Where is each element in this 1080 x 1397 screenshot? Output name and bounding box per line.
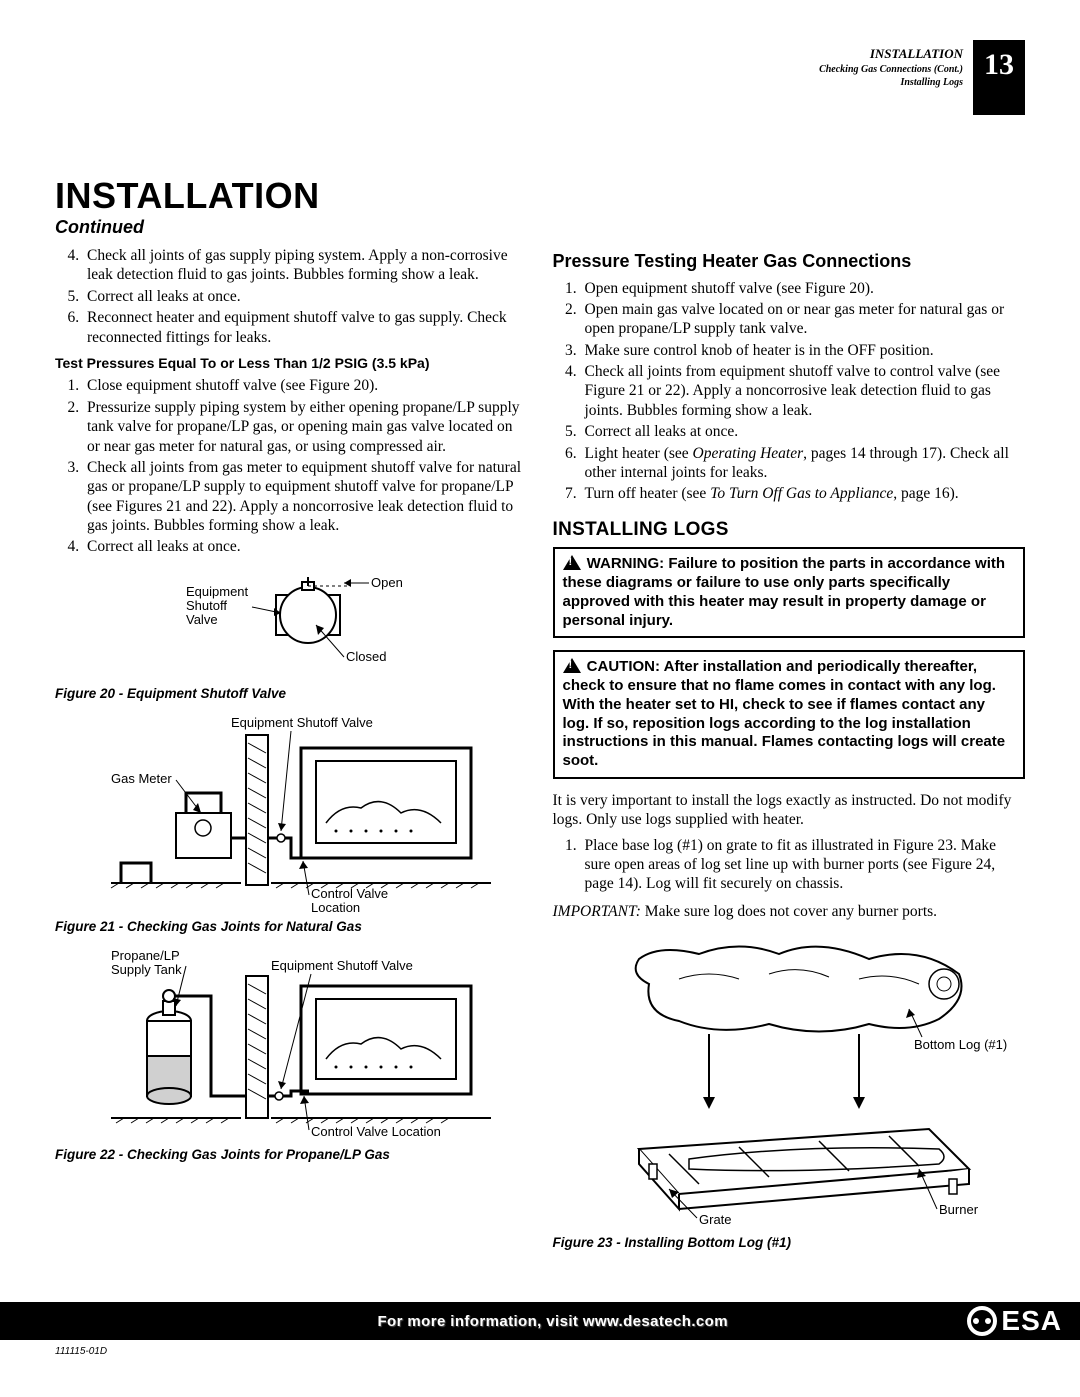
subhead-test-pressures: Test Pressures Equal To or Less Than 1/2…: [55, 355, 528, 373]
right-column: Pressure Testing Heater Gas Connections …: [553, 246, 1026, 1262]
header-text: INSTALLATION Checking Gas Connections (C…: [819, 40, 973, 115]
caution-text: CAUTION: After installation and periodic…: [563, 658, 1006, 769]
page-number: 13: [973, 40, 1025, 115]
list-item: Turn off heater (see To Turn Off Gas to …: [581, 484, 1026, 503]
svg-text:Bottom Log (#1): Bottom Log (#1): [914, 1037, 1007, 1052]
svg-text:Control Valve: Control Valve: [311, 886, 388, 901]
list-item: Correct all leaks at once.: [83, 537, 528, 556]
page-footer: For more information, visit www.desatech…: [0, 1302, 1080, 1340]
brand-text: ESA: [1001, 1305, 1062, 1337]
header-title: INSTALLATION: [819, 46, 963, 63]
svg-text:Location: Location: [311, 900, 360, 913]
header-sub1: Checking Gas Connections (Cont.): [819, 63, 963, 76]
svg-text:Supply Tank: Supply Tank: [111, 962, 182, 977]
svg-text:Valve: Valve: [186, 612, 218, 627]
figure-22: Propane/LP Supply Tank Equipment Shutoff…: [55, 946, 528, 1141]
list-item: Correct all leaks at once.: [83, 287, 528, 306]
svg-text:Equipment Shutoff Valve: Equipment Shutoff Valve: [271, 958, 413, 973]
figure-20: Equipment Shutoff Valve Open Closed: [55, 565, 528, 680]
list-item: Light heater (see Operating Heater, page…: [581, 444, 1026, 483]
list-item: Close equipment shutoff valve (see Figur…: [83, 376, 528, 395]
fig20-caption: Figure 20 - Equipment Shutoff Valve: [55, 686, 528, 703]
list-item: Check all joints from equipment shutoff …: [581, 362, 1026, 420]
document-id: 111115-01D: [55, 1346, 1080, 1357]
caution-icon: [563, 658, 581, 673]
subhead-pressure-testing: Pressure Testing Heater Gas Connections: [553, 250, 1026, 273]
svg-text:Gas Meter: Gas Meter: [111, 771, 172, 786]
list-item: Pressurize supply piping system by eithe…: [83, 398, 528, 456]
brand-icon: [967, 1306, 997, 1336]
svg-text:Equipment: Equipment: [186, 584, 249, 599]
fig22-caption: Figure 22 - Checking Gas Joints for Prop…: [55, 1147, 528, 1164]
warning-box: WARNING: Failure to position the parts i…: [553, 547, 1026, 638]
footer-text: For more information, visit www.desatech…: [138, 1313, 967, 1330]
list-d: Place base log (#1) on grate to fit as i…: [553, 836, 1026, 894]
svg-text:Control Valve Location: Control Valve Location: [311, 1124, 441, 1139]
list-item: Check all joints from gas meter to equip…: [83, 458, 528, 536]
section-installing-logs: INSTALLING LOGS: [553, 518, 1026, 542]
svg-text:Grate: Grate: [699, 1212, 732, 1227]
fig23-caption: Figure 23 - Installing Bottom Log (#1): [553, 1235, 1026, 1252]
svg-text:Propane/LP: Propane/LP: [111, 948, 180, 963]
header-sub2: Installing Logs: [819, 76, 963, 89]
svg-text:Equipment Shutoff Valve: Equipment Shutoff Valve: [231, 715, 373, 730]
list-item: Make sure control knob of heater is in t…: [581, 341, 1026, 360]
svg-text:Shutoff: Shutoff: [186, 598, 227, 613]
brand-logo: ESA: [967, 1305, 1062, 1337]
warning-icon: [563, 555, 581, 570]
important-note: IMPORTANT: Make sure log does not cover …: [553, 902, 1026, 921]
page-header: INSTALLATION Checking Gas Connections (C…: [55, 40, 1025, 115]
figure-23: Bottom Log (#1) Burner Grate: [553, 929, 1026, 1229]
svg-text:Burner: Burner: [939, 1202, 979, 1217]
list-c: Open equipment shutoff valve (see Figure…: [553, 279, 1026, 504]
figure-21: Equipment Shutoff Valve: [55, 713, 528, 913]
body-paragraph: It is very important to install the logs…: [553, 791, 1026, 830]
fig21-caption: Figure 21 - Checking Gas Joints for Natu…: [55, 919, 528, 936]
list-item: Open main gas valve located on or near g…: [581, 300, 1026, 339]
svg-text:Closed: Closed: [346, 649, 386, 664]
list-a: Check all joints of gas supply piping sy…: [55, 246, 528, 347]
svg-text:Open: Open: [371, 575, 403, 590]
list-item: Reconnect heater and equipment shutoff v…: [83, 308, 528, 347]
list-b: Close equipment shutoff valve (see Figur…: [55, 376, 528, 556]
list-item: Open equipment shutoff valve (see Figure…: [581, 279, 1026, 298]
continued-label: Continued: [55, 217, 1025, 238]
list-item: Check all joints of gas supply piping sy…: [83, 246, 528, 285]
left-column: Check all joints of gas supply piping sy…: [55, 246, 528, 1262]
list-item: Place base log (#1) on grate to fit as i…: [581, 836, 1026, 894]
list-item: Correct all leaks at once.: [581, 422, 1026, 441]
warning-text: WARNING: Failure to position the parts i…: [563, 555, 1006, 628]
caution-box: CAUTION: After installation and periodic…: [553, 650, 1026, 779]
main-title: INSTALLATION: [55, 175, 1025, 217]
